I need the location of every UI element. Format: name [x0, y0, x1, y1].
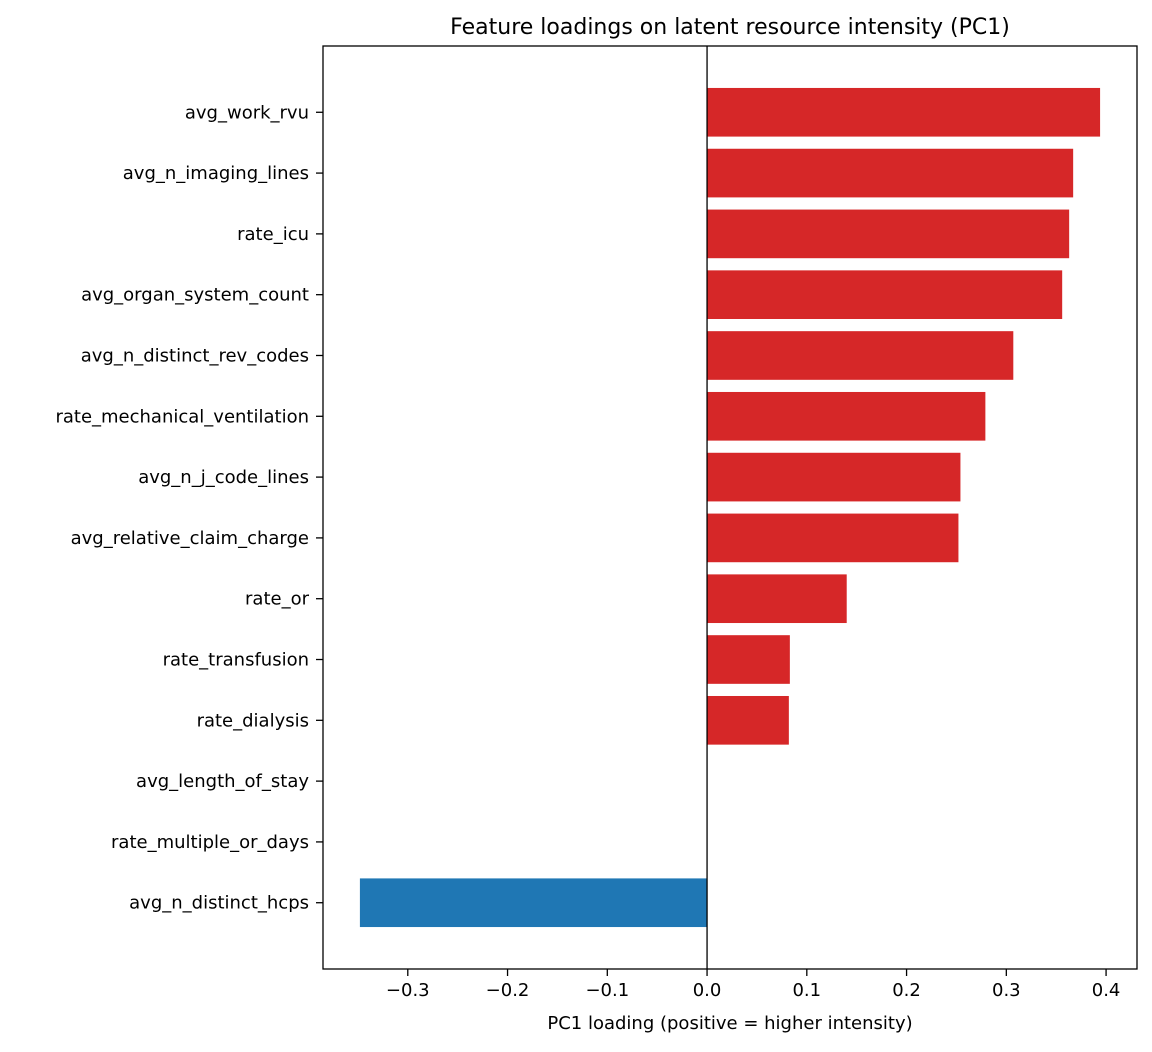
y-tick-label: rate_icu [237, 224, 309, 245]
x-tick-label: −0.3 [386, 980, 430, 1001]
bar-avg_n_distinct_rev_codes [707, 331, 1014, 380]
y-tick-label: rate_mechanical_ventilation [55, 406, 309, 427]
x-axis-label: PC1 loading (positive = higher intensity… [547, 1013, 912, 1034]
y-tick-label: avg_relative_claim_charge [71, 528, 309, 549]
y-tick-label: rate_multiple_or_days [111, 832, 309, 853]
bar-avg_n_j_code_lines [707, 452, 961, 502]
y-tick-label: rate_or [245, 589, 310, 610]
x-tick-label: 0.3 [992, 980, 1021, 1001]
bar-rate_or [707, 574, 847, 624]
y-tick-label: avg_n_distinct_rev_codes [81, 345, 309, 366]
bar-rate_transfusion [707, 635, 790, 684]
x-tick-label: 0.2 [892, 980, 921, 1001]
y-tick-label: rate_dialysis [197, 710, 309, 731]
y-tick-label: avg_n_j_code_lines [138, 467, 309, 488]
bar-avg_n_distinct_hcps [359, 878, 708, 928]
y-tick-label: rate_transfusion [163, 650, 309, 671]
bar-avg_work_rvu [707, 87, 1101, 137]
x-tick-label: 0.4 [1092, 980, 1121, 1001]
bar-avg_n_imaging_lines [707, 148, 1074, 198]
bar-avg_organ_system_count [707, 270, 1063, 320]
chart-title: Feature loadings on latent resource inte… [450, 15, 1010, 40]
plot-frame [322, 45, 1138, 970]
bar-rate_icu [707, 209, 1070, 259]
y-tick-label: avg_n_imaging_lines [123, 163, 309, 184]
bars [359, 87, 1101, 928]
y-tick-label: avg_work_rvu [185, 102, 309, 123]
x-tick-label: 0.1 [792, 980, 821, 1001]
x-tick-label: −0.2 [486, 980, 530, 1001]
y-tick-label: avg_length_of_stay [136, 771, 309, 792]
bar-rate_mechanical_ventilation [707, 391, 986, 441]
y-tick-labels: avg_work_rvu avg_n_imaging_lines rate_icua… [55, 102, 323, 914]
x-ticks: −0.3 −0.2 −0.1 0.0 0.1 0.2 0.3 0.4 [386, 969, 1120, 1001]
y-tick-label: avg_organ_system_count [81, 285, 309, 306]
bar-avg_relative_claim_charge [707, 513, 959, 563]
y-tick-label: avg_n_distinct_hcps [129, 893, 309, 914]
bar-rate_dialysis [707, 695, 789, 745]
x-tick-label: 0.0 [693, 980, 722, 1001]
x-tick-label: −0.1 [585, 980, 629, 1001]
